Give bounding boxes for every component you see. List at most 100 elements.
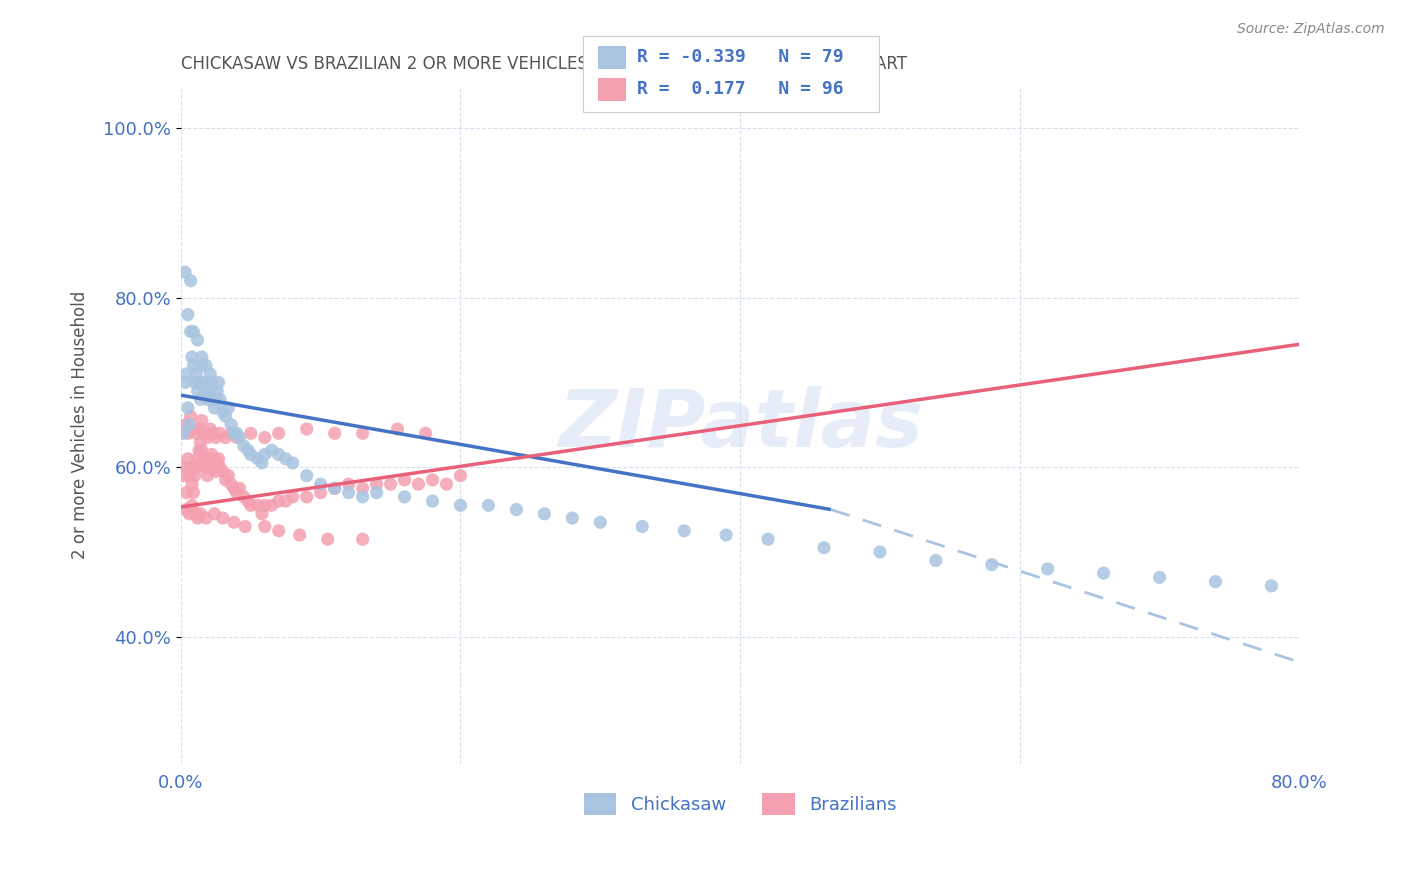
Point (180, 325, 202, 339)
Point (176, 502, 198, 516)
Point (239, 499, 262, 513)
Point (366, 485, 388, 500)
Point (201, 456, 224, 470)
Point (222, 516, 245, 530)
Point (208, 460, 231, 475)
Text: CHICKASAW VS BRAZILIAN 2 OR MORE VEHICLES IN HOUSEHOLD CORRELATION CHART: CHICKASAW VS BRAZILIAN 2 OR MORE VEHICLE… (181, 55, 907, 73)
Point (274, 451, 297, 466)
Point (239, 426, 262, 441)
Point (246, 499, 269, 513)
Point (181, 350, 204, 364)
Point (352, 533, 374, 547)
Point (352, 426, 374, 441)
Point (267, 524, 290, 538)
Point (208, 426, 231, 441)
Point (337, 485, 360, 500)
Point (176, 485, 198, 500)
Point (394, 490, 416, 504)
Point (323, 482, 346, 496)
Point (188, 422, 211, 436)
Point (219, 477, 242, 491)
Point (477, 499, 499, 513)
Point (422, 494, 444, 508)
Point (197, 392, 219, 407)
Point (281, 490, 304, 504)
Point (179, 507, 201, 521)
Point (177, 451, 200, 466)
Point (190, 392, 212, 407)
Point (184, 468, 207, 483)
Point (194, 426, 217, 441)
Point (202, 401, 225, 415)
Point (260, 443, 283, 458)
Point (267, 448, 290, 462)
Point (193, 376, 215, 390)
Point (187, 511, 209, 525)
Point (184, 507, 207, 521)
Point (228, 482, 250, 496)
Point (561, 511, 583, 525)
Point (202, 507, 225, 521)
Point (589, 516, 612, 530)
Point (253, 519, 276, 533)
Point (366, 477, 388, 491)
Point (191, 443, 214, 458)
Point (222, 426, 245, 441)
Point (211, 405, 233, 419)
Point (232, 490, 254, 504)
Point (533, 507, 555, 521)
Point (201, 376, 224, 390)
Point (352, 490, 374, 504)
Point (183, 485, 205, 500)
Point (195, 359, 218, 373)
Point (281, 456, 304, 470)
Point (631, 519, 654, 533)
Point (201, 448, 224, 462)
Point (201, 379, 224, 393)
Point (288, 528, 311, 542)
Point (394, 473, 416, 487)
Point (214, 431, 236, 445)
Point (236, 443, 259, 458)
Point (422, 473, 444, 487)
Point (1260, 579, 1282, 593)
Point (225, 426, 247, 441)
Point (380, 477, 402, 491)
Point (177, 426, 200, 441)
Point (180, 460, 202, 475)
Point (337, 477, 360, 491)
Point (198, 388, 221, 402)
Text: R = -0.339   N = 79: R = -0.339 N = 79 (637, 48, 844, 66)
Point (174, 265, 197, 279)
Point (228, 431, 250, 445)
Point (505, 502, 527, 516)
Point (267, 426, 290, 441)
Point (200, 367, 222, 381)
Point (239, 448, 262, 462)
Point (323, 426, 346, 441)
Point (194, 460, 217, 475)
Point (174, 376, 197, 390)
Point (219, 426, 242, 441)
Point (253, 431, 276, 445)
Point (253, 499, 276, 513)
Point (222, 482, 245, 496)
Point (225, 485, 247, 500)
Point (183, 359, 205, 373)
Text: R =  0.177   N = 96: R = 0.177 N = 96 (637, 80, 844, 98)
Point (183, 422, 205, 436)
Point (205, 456, 228, 470)
Point (236, 494, 259, 508)
Point (250, 456, 273, 470)
Point (180, 409, 202, 424)
Point (450, 468, 472, 483)
Point (200, 451, 222, 466)
Point (253, 448, 276, 462)
Point (201, 426, 224, 441)
Point (214, 409, 236, 424)
Point (174, 460, 197, 475)
Point (183, 325, 205, 339)
Point (274, 494, 297, 508)
Point (204, 431, 226, 445)
Point (186, 460, 208, 475)
